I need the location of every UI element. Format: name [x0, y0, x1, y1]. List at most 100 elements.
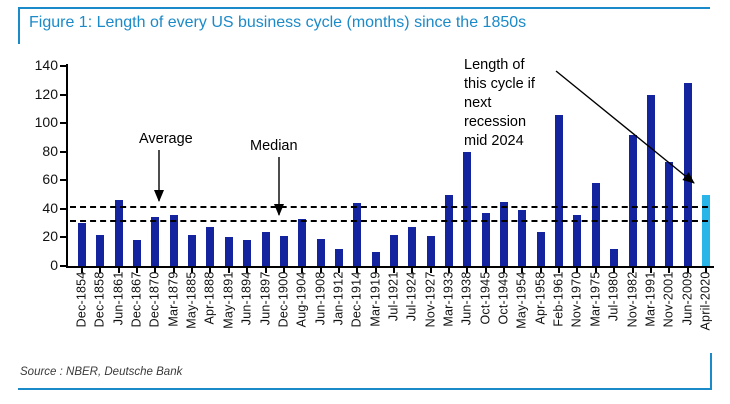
- x-axis-label: Dec-1900: [276, 271, 291, 328]
- bar: [316, 238, 325, 266]
- x-axis-label: Mar-1879: [166, 271, 181, 327]
- x-tick: [282, 267, 285, 273]
- y-tick-label: 20: [42, 228, 58, 245]
- bottom-border: [18, 388, 712, 390]
- x-tick: [264, 267, 267, 273]
- source-note: Source : NBER, Deutsche Bank: [20, 366, 183, 378]
- bar: [481, 213, 490, 266]
- bar: [445, 194, 453, 266]
- y-tick-label: 40: [42, 199, 58, 216]
- cycle-length-note: Length of this cycle if next recession m…: [464, 57, 535, 149]
- x-tick: [686, 267, 689, 273]
- x-axis-line: [66, 266, 714, 268]
- x-axis-label: Aug-1904: [294, 271, 309, 328]
- x-tick: [411, 267, 414, 273]
- x-axis-label: Nov-1970: [569, 271, 584, 328]
- x-axis-label: Dec-1858: [92, 271, 107, 328]
- bar: [243, 240, 252, 266]
- footer-right-border: [710, 353, 712, 390]
- bar: [353, 203, 362, 266]
- x-axis-label: Jul-1980: [606, 271, 621, 322]
- bar: [500, 201, 509, 266]
- x-tick: [209, 267, 212, 273]
- average-reference-line: [70, 205, 708, 208]
- x-tick: [136, 267, 139, 273]
- bar: [334, 248, 343, 266]
- x-axis-label: Nov-2001: [661, 271, 676, 328]
- bar: [371, 251, 380, 266]
- y-tick-label: 80: [42, 142, 58, 159]
- y-tick-label: 0: [50, 257, 58, 273]
- x-tick: [448, 267, 450, 273]
- bar: [628, 134, 637, 266]
- top-border: [18, 7, 710, 9]
- x-axis-label: Oct-1949: [496, 271, 511, 325]
- y-tick: [60, 236, 67, 239]
- x-axis-label: April-2020: [698, 271, 713, 331]
- x-axis-label: Jun-1861: [111, 271, 126, 326]
- x-tick: [227, 267, 230, 273]
- x-axis-label: Dec-1870: [147, 271, 162, 328]
- x-tick: [337, 267, 340, 273]
- x-axis-label: Jan-1912: [331, 271, 346, 326]
- y-tick-label: 100: [34, 114, 58, 131]
- x-tick: [172, 267, 175, 273]
- x-tick: [466, 267, 469, 273]
- x-axis-label: Mar-1975: [588, 271, 603, 327]
- y-tick: [60, 93, 67, 96]
- bar: [683, 83, 692, 266]
- y-tick: [60, 265, 67, 267]
- y-tick: [60, 150, 67, 153]
- title-left-border: [18, 7, 20, 44]
- x-tick: [81, 267, 83, 273]
- x-tick: [558, 267, 561, 273]
- bar: [279, 236, 288, 266]
- x-axis-label: Mar-1919: [368, 271, 383, 327]
- bar: [389, 234, 398, 266]
- y-tick: [60, 65, 67, 67]
- x-axis-label: Feb-1961: [551, 271, 566, 327]
- x-axis-label: Nov-1982: [625, 271, 639, 328]
- bar: [610, 248, 619, 266]
- x-axis-label: Jun-1897: [258, 271, 272, 326]
- x-axis-label: May-1891: [221, 271, 236, 329]
- x-tick: [539, 267, 542, 273]
- cycle-note-arrow: [555, 70, 695, 184]
- y-tick: [60, 122, 67, 125]
- bar: [463, 151, 472, 266]
- x-tick: [374, 267, 377, 273]
- x-axis-label: Jul-1921: [386, 271, 401, 322]
- x-axis-label: Nov-1927: [423, 271, 438, 328]
- bar: [426, 236, 435, 266]
- bar: [298, 218, 307, 266]
- median-reference-line: [70, 220, 708, 222]
- x-tick: [649, 267, 652, 273]
- average-label: Average: [139, 131, 193, 147]
- x-tick: [576, 267, 579, 273]
- x-axis-label: Apr-1888: [202, 271, 217, 325]
- bar: [536, 231, 545, 266]
- x-tick: [521, 267, 524, 273]
- x-tick: [392, 267, 395, 273]
- bar: [133, 240, 142, 266]
- x-axis-label: Mar-1933: [441, 271, 456, 327]
- bar: [701, 194, 710, 266]
- y-tick-label: 120: [34, 85, 58, 102]
- bar: [96, 234, 105, 266]
- x-axis-label: Jun-2009: [680, 271, 695, 326]
- y-tick-label: 60: [42, 171, 58, 188]
- y-tick-label: 140: [34, 57, 58, 73]
- bar: [169, 214, 178, 266]
- bar: [646, 94, 655, 266]
- x-axis-label: Jun-1894: [239, 271, 254, 326]
- y-tick: [60, 207, 67, 210]
- x-axis-label: Dec-1867: [129, 271, 144, 328]
- x-tick: [99, 267, 102, 273]
- bar: [114, 200, 123, 266]
- x-tick: [429, 267, 432, 273]
- bar: [206, 227, 215, 266]
- figure-title: Figure 1: Length of every US business cy…: [29, 14, 527, 31]
- x-tick: [613, 267, 616, 273]
- x-tick: [704, 267, 707, 273]
